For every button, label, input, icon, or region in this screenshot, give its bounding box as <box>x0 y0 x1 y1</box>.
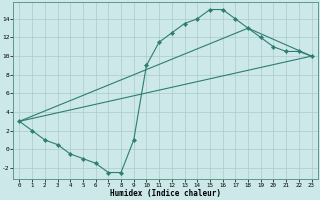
X-axis label: Humidex (Indice chaleur): Humidex (Indice chaleur) <box>110 189 221 198</box>
